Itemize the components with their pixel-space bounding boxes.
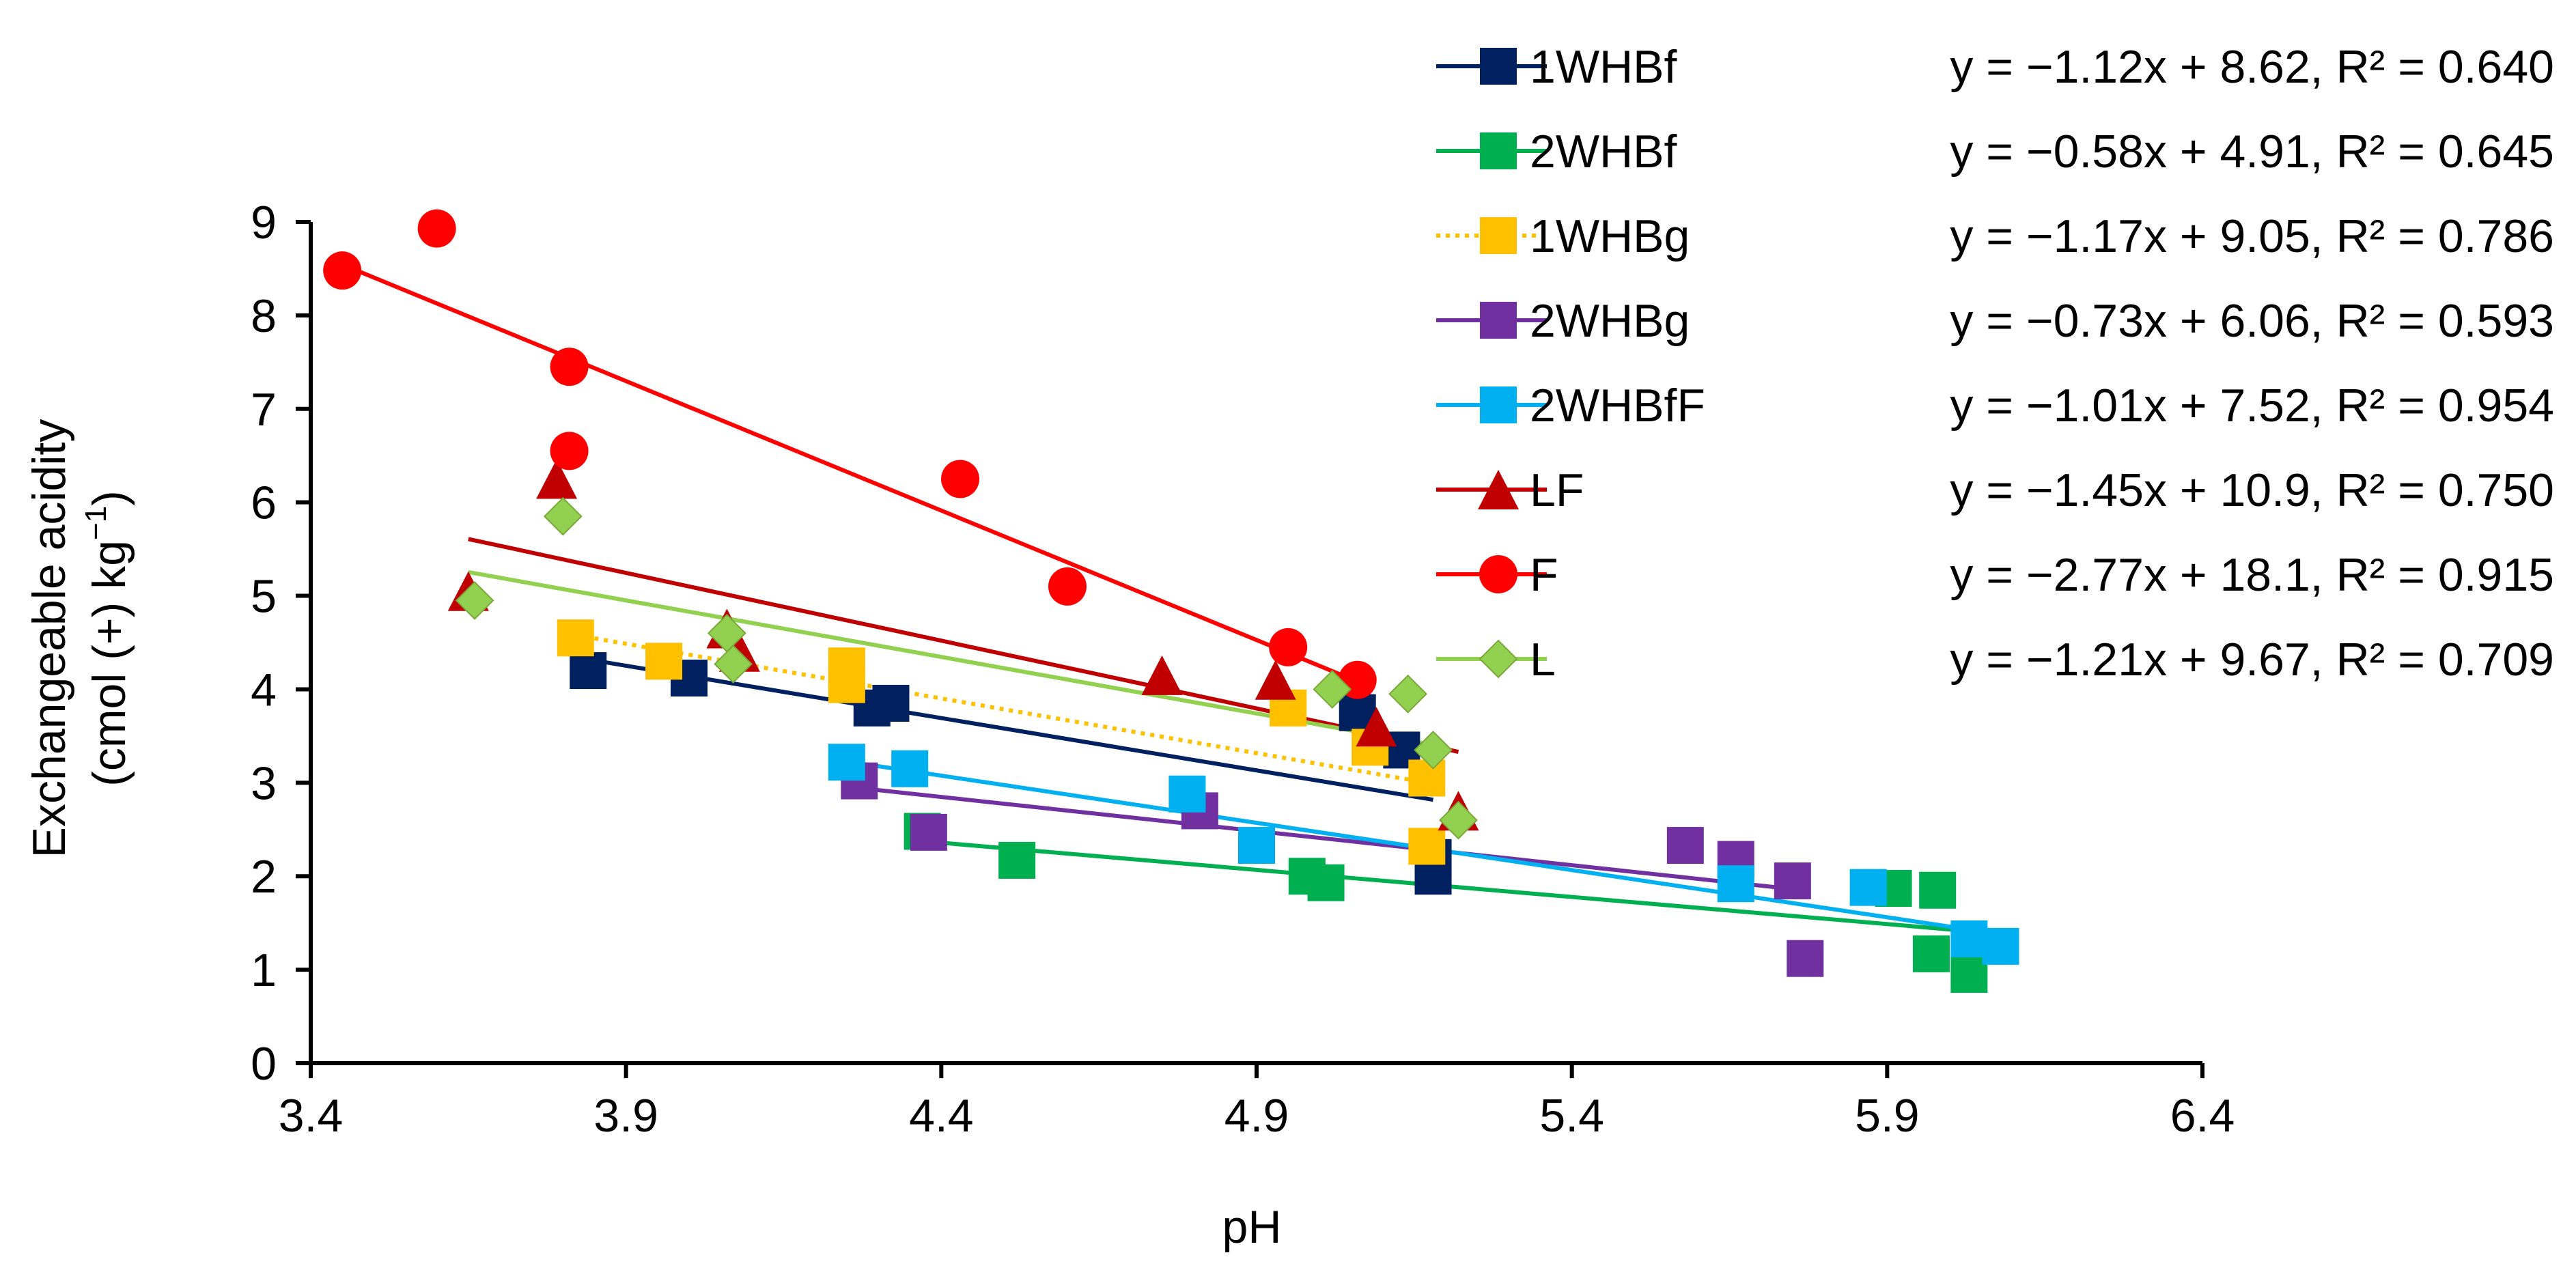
data-point-2WHBfF bbox=[1168, 775, 1206, 813]
legend-marker-2WHBf bbox=[1480, 132, 1517, 169]
trendline-2WHBg bbox=[858, 786, 1793, 892]
data-point-L bbox=[1439, 800, 1478, 840]
trendline-equation-F: y = −2.77x + 18.1, R² = 0.915 bbox=[1950, 549, 2554, 601]
data-point-F bbox=[550, 348, 589, 386]
data-point-L bbox=[1313, 670, 1352, 709]
y-axis-label-exponent: −1 bbox=[79, 506, 113, 540]
y-tick-label: 2 bbox=[251, 851, 277, 903]
legend-label-1WHBg: 1WHBg bbox=[1530, 210, 1690, 262]
x-axis-label: pH bbox=[1222, 1201, 1282, 1253]
data-point-2WHBfF bbox=[828, 744, 865, 781]
legend-marker-1WHBg bbox=[1480, 217, 1517, 254]
legend-label-2WHBf: 2WHBf bbox=[1530, 126, 1677, 178]
y-axis-label: Exchangeable acidity (cmol (+) kg−1) bbox=[23, 419, 135, 858]
y-axis-label-close: ) bbox=[83, 490, 135, 506]
data-point-1WHBg bbox=[557, 619, 594, 657]
trendline-equation-2WHBg: y = −0.73x + 6.06, R² = 0.593 bbox=[1950, 295, 2554, 347]
y-axis-label-unit: (cmol (+) kg bbox=[83, 540, 135, 787]
data-point-2WHBfF bbox=[1717, 865, 1754, 903]
data-point-L bbox=[455, 580, 494, 620]
data-point-F bbox=[417, 209, 456, 248]
trendline-equation-1WHBg: y = −1.17x + 9.05, R² = 0.786 bbox=[1950, 210, 2554, 262]
data-point-L bbox=[1414, 731, 1453, 770]
data-point-2WHBf bbox=[1950, 955, 1988, 993]
y-axis-ticks: 0 1 2 3 4 5 6 7 8 9 bbox=[251, 197, 311, 1090]
data-point-L bbox=[543, 496, 583, 536]
x-tick-label: 3.4 bbox=[279, 1090, 344, 1142]
data-point-1WHBg bbox=[1408, 759, 1446, 797]
y-tick-label: 7 bbox=[251, 384, 277, 436]
trendline-1WHBf bbox=[581, 656, 1434, 802]
data-point-1WHBf bbox=[872, 684, 910, 722]
axes: 3.4 3.9 4.4 4.9 5.4 5.9 6.4 0 1 2 3 4 5 6 7 8 9 bbox=[251, 197, 2235, 1142]
data-point-2WHBf bbox=[998, 841, 1036, 879]
data-point-F bbox=[1048, 567, 1087, 606]
legend: 1WHBf y = −1.12x + 8.62, R² = 0.640 2WHBf y… bbox=[1436, 41, 2554, 686]
trendline-equation-2WHBf: y = −0.58x + 4.91, R² = 0.645 bbox=[1950, 126, 2554, 178]
legend-label-2WHBfF: 2WHBfF bbox=[1530, 380, 1705, 432]
trendline-equation-2WHBfF: y = −1.01x + 7.52, R² = 0.954 bbox=[1950, 380, 2554, 432]
data-point-2WHBfF bbox=[1849, 869, 1887, 906]
data-point-2WHBf bbox=[1912, 935, 1950, 972]
data-point-2WHBg bbox=[910, 813, 947, 851]
y-axis-label-line1: Exchangeable acidity bbox=[23, 419, 75, 858]
data-point-2WHBfF bbox=[1238, 827, 1275, 864]
legend-marker-2WHBg bbox=[1480, 302, 1517, 339]
y-tick-label: 9 bbox=[251, 197, 277, 249]
legend-marker-2WHBfF bbox=[1480, 386, 1517, 423]
trendline-equation-L: y = −1.21x + 9.67, R² = 0.709 bbox=[1950, 634, 2554, 686]
y-tick-label: 8 bbox=[251, 290, 277, 342]
data-point-2WHBfF bbox=[1982, 927, 2019, 965]
data-point-1WHBf bbox=[570, 652, 607, 690]
data-point-2WHBfF bbox=[1950, 920, 1988, 957]
data-point-2WHBg bbox=[1774, 862, 1811, 900]
x-tick-label: 5.9 bbox=[1855, 1090, 1920, 1142]
data-point-2WHBfF bbox=[891, 750, 929, 787]
data-point-LF bbox=[1255, 660, 1296, 700]
y-tick-label: 1 bbox=[251, 944, 277, 996]
x-tick-label: 4.4 bbox=[909, 1090, 974, 1142]
x-tick-label: 5.4 bbox=[1539, 1090, 1604, 1142]
legend-label-1WHBf: 1WHBf bbox=[1530, 41, 1677, 93]
data-point-1WHBg bbox=[645, 643, 683, 680]
data-point-LF bbox=[1356, 707, 1397, 747]
data-point-L bbox=[1388, 674, 1428, 714]
y-axis-label-line2: (cmol (+) kg−1) bbox=[79, 490, 135, 787]
data-point-2WHBf bbox=[1307, 864, 1345, 901]
data-point-F bbox=[550, 432, 589, 470]
trendline-equation-LF: y = −1.45x + 10.9, R² = 0.750 bbox=[1950, 464, 2554, 516]
data-point-F bbox=[323, 251, 362, 290]
data-point-L bbox=[714, 645, 753, 684]
data-markers bbox=[323, 209, 2019, 993]
data-point-F bbox=[1269, 628, 1308, 666]
trendline-F bbox=[341, 262, 1358, 684]
data-point-LF bbox=[536, 459, 578, 499]
legend-label-F: F bbox=[1530, 549, 1558, 601]
trendline-equation-1WHBf: y = −1.12x + 8.62, R² = 0.640 bbox=[1950, 41, 2554, 93]
legend-label-2WHBg: 2WHBg bbox=[1530, 295, 1690, 347]
legend-marker-L bbox=[1479, 639, 1518, 679]
legend-label-LF: LF bbox=[1530, 464, 1584, 516]
data-point-1WHBg bbox=[1408, 828, 1446, 865]
x-tick-label: 4.9 bbox=[1224, 1090, 1289, 1142]
data-point-2WHBf bbox=[1919, 871, 1957, 909]
data-point-F bbox=[941, 460, 980, 498]
legend-marker-F bbox=[1479, 555, 1517, 593]
y-tick-label: 4 bbox=[251, 664, 277, 716]
x-tick-label: 6.4 bbox=[2170, 1090, 2235, 1142]
data-point-2WHBg bbox=[1666, 827, 1704, 864]
y-tick-label: 6 bbox=[251, 477, 277, 529]
y-tick-label: 3 bbox=[251, 757, 277, 809]
x-tick-label: 3.9 bbox=[593, 1090, 658, 1142]
y-tick-label: 0 bbox=[251, 1038, 277, 1090]
data-point-2WHBg bbox=[1787, 940, 1824, 977]
legend-marker-1WHBf bbox=[1480, 48, 1517, 85]
y-tick-label: 5 bbox=[251, 571, 277, 623]
legend-marker-LF bbox=[1478, 470, 1519, 509]
data-point-1WHBg bbox=[828, 666, 865, 703]
data-point-LF bbox=[1141, 655, 1183, 695]
legend-label-L: L bbox=[1530, 634, 1556, 686]
x-axis-ticks: 3.4 3.9 4.4 4.9 5.4 5.9 6.4 bbox=[279, 1063, 2235, 1142]
